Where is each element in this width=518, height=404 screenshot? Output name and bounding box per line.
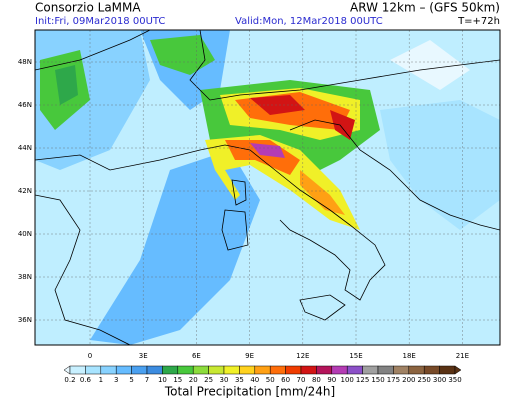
colorbar-swatch [208,365,225,375]
latitude-label: 40N [18,230,32,238]
latitude-label: 42N [18,187,32,195]
colorbar-swatch [177,365,194,375]
colorbar-swatch [300,365,317,375]
colorbar-swatch [85,365,102,375]
colorbar-swatch [377,365,394,375]
colorbar-swatch [192,365,209,375]
colorbar-label: 200 [402,376,415,384]
colorbar-label: 25 [204,376,213,384]
colorbar-label: 175 [387,376,400,384]
colorbar-label: 80 [312,376,321,384]
model-label: ARW 12km – (GFS 50km) [350,1,500,15]
colorbar-swatch [254,365,271,375]
colorbar-label: 7 [145,376,149,384]
colorbar-swatch [285,365,302,375]
colorbar-label: 1 [99,376,103,384]
colorbar-label: 0.2 [64,376,75,384]
init-label: Init:Fri, 09Mar2018 00UTC [35,16,165,27]
longitude-label: 15E [349,352,362,360]
colorbar-label: 10 [158,376,167,384]
colorbar-swatch [316,365,333,375]
colorbar-label: 35 [235,376,244,384]
graticule [35,30,500,345]
colorbar-swatch [131,365,148,375]
latitude-label: 44N [18,144,32,152]
coastlines [35,30,500,345]
colorbar-label: 125 [356,376,369,384]
colorbar-swatch [146,365,163,375]
colorbar-swatch [69,365,86,375]
colorbar-swatch [239,365,256,375]
colorbar-swatch [393,365,410,375]
colorbar-label: 40 [250,376,259,384]
source-label: Consorzio LaMMA [35,1,141,15]
colorbar-label: 0.6 [80,376,92,384]
longitude-label: 12E [296,352,309,360]
colorbar-swatch [331,365,348,375]
colorbar-label: 60 [281,376,290,384]
colorbar-label: 300 [433,376,446,384]
colorbar-label: 90 [327,376,336,384]
colorbar-swatch [346,365,363,375]
longitude-label: 9E [245,352,254,360]
colorbar-label: 100 [341,376,354,384]
colorbar-label: 250 [418,376,431,384]
colorbar-arrow-left [63,365,71,375]
colorbar-label: 20 [189,376,198,384]
colorbar-swatch [423,365,440,375]
latitude-label: 46N [18,101,32,109]
colorbar-swatch [223,365,240,375]
colorbar-label: 350 [448,376,461,384]
colorbar-swatch [162,365,179,375]
colorbar-swatch [362,365,379,375]
latitude-label: 48N [18,58,32,66]
latitude-label: 36N [18,316,32,324]
longitude-label: 18E [403,352,416,360]
colorbar-label: 150 [371,376,384,384]
colorbar-label: 15 [173,376,182,384]
lead-label: T=+72h [457,16,500,27]
colorbar-swatch [100,365,117,375]
colorbar-swatch [269,365,286,375]
colorbar-label: 30 [220,376,229,384]
colorbar-label: 50 [266,376,275,384]
latitude-label: 38N [18,273,32,281]
colorbar-label: 70 [297,376,306,384]
longitude-label: 3E [139,352,148,360]
longitude-label: 21E [456,352,469,360]
colorbar-swatch [408,365,425,375]
colorbar-label: 5 [129,376,133,384]
colorbar-swatch [115,365,132,375]
colorbar-swatch [439,365,456,375]
colorbar-arrow-right [454,365,462,375]
map-frame [34,29,501,346]
colorbar-label: 3 [114,376,118,384]
valid-label: Valid:Mon, 12Mar2018 00UTC [235,16,383,27]
longitude-label: 0 [88,352,92,360]
legend-title: Total Precipitation [mm/24h] [164,385,335,399]
longitude-label: 6E [192,352,201,360]
